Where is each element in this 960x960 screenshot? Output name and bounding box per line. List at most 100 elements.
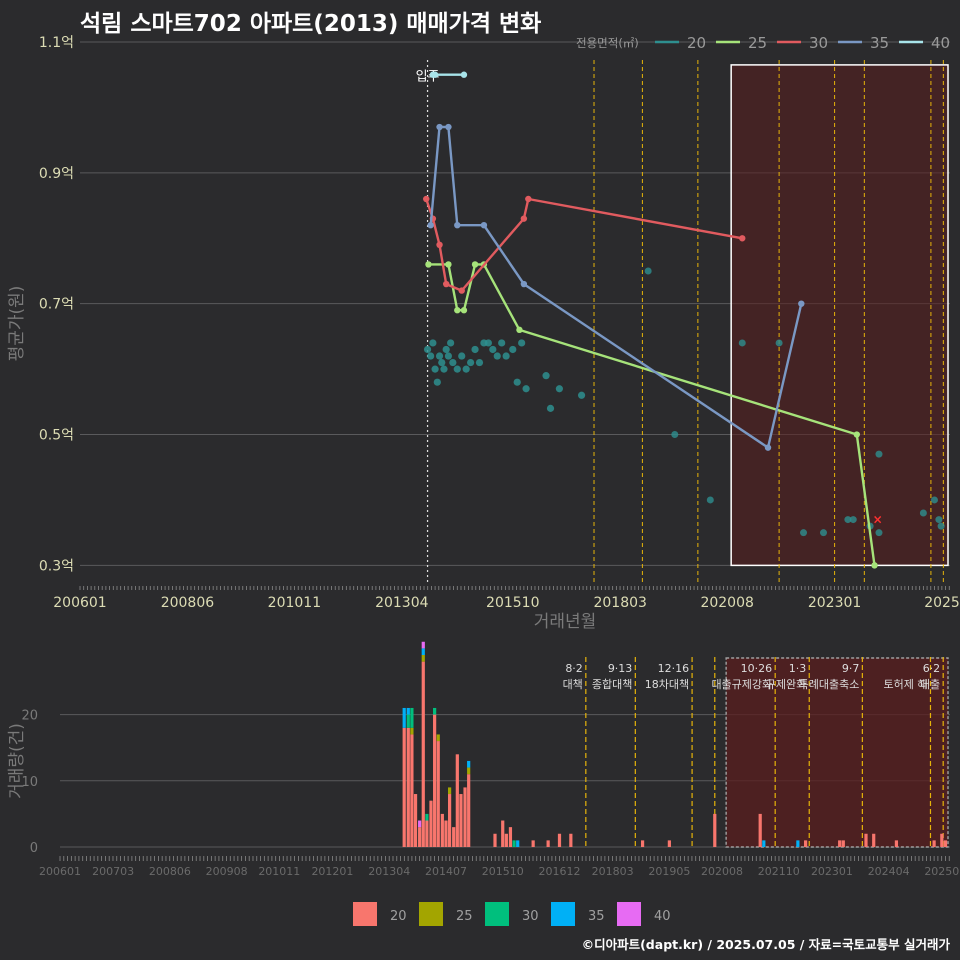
volume-bar-35 (421, 648, 425, 655)
scatter-point (775, 339, 783, 347)
volume-bar-20 (940, 833, 944, 847)
scatter-point (919, 509, 927, 517)
series-line-30 (425, 197, 743, 292)
scatter-point (875, 450, 883, 458)
series-point-25 (853, 431, 860, 438)
series-point-25 (460, 307, 468, 314)
bar-x-tick-label: 20250 (924, 865, 959, 878)
series-point-20 (475, 358, 484, 367)
volume-bar-20 (667, 840, 671, 847)
volume-bar-35 (796, 840, 800, 847)
series-point-20 (555, 385, 563, 393)
series-point-20 (577, 391, 586, 399)
legend-bar-label: 40 (654, 909, 671, 924)
volume-bar-30 (406, 714, 410, 728)
policy-date: 6·2 (923, 662, 941, 675)
y-tick-label: 0.5억 (39, 428, 74, 444)
volume-bar-30 (433, 707, 437, 715)
series-point-20 (449, 358, 457, 367)
series-point-40 (431, 71, 439, 78)
volume-bar-20 (440, 813, 444, 847)
scatter-point (644, 267, 652, 275)
volume-bar-20 (504, 833, 508, 847)
volume-bar-20 (758, 813, 762, 847)
credit-footer: ©디아파트(dapt.kr) / 2025.07.05 / 자료=국토교통부 실… (581, 937, 950, 952)
policy-label: 토허제 해 (883, 677, 927, 691)
volume-bar-25 (467, 767, 471, 775)
volume-bar-35 (402, 707, 406, 728)
legend-line-label: 25 (748, 34, 767, 52)
volume-bar-20 (418, 827, 422, 847)
legend-line-label: 30 (809, 34, 828, 52)
volume-bar-30 (425, 813, 429, 821)
bar-x-tick-label: 201304 (368, 865, 410, 878)
chart-title: 석림 스마트702 아파트(2013) 매매가격 변화 (80, 11, 542, 37)
volume-bar-20 (531, 840, 535, 847)
policy-label: 특례대출축소 (799, 678, 860, 691)
scatter-point (937, 522, 945, 530)
series-point-35 (436, 123, 443, 131)
volume-bar-20 (467, 774, 471, 847)
series-point-20 (513, 378, 521, 386)
volume-bar-20 (493, 833, 497, 847)
legend-bar-label: 30 (522, 909, 539, 924)
legend-bar-swatch (617, 902, 641, 926)
volume-bar-20 (557, 833, 562, 847)
x-tick-label: 202301 (808, 595, 861, 611)
series-point-25 (454, 307, 461, 314)
policy-date: 9·13 (608, 662, 633, 675)
volume-bar-20 (463, 787, 467, 847)
series-point-20 (440, 365, 448, 373)
y-tick-label: 0.3억 (39, 558, 74, 574)
scatter-point (935, 516, 943, 524)
volume-bar-40 (421, 641, 425, 649)
volume-bar-25 (421, 655, 425, 662)
volume-bar-20 (872, 833, 876, 847)
bar-x-tick-label: 200908 (206, 865, 248, 878)
series-point-20 (447, 339, 455, 347)
scatter-point (819, 529, 827, 537)
volume-bar-35 (406, 707, 410, 715)
series-point-20 (423, 345, 432, 354)
policy-label: 18차대책 (645, 678, 689, 691)
series-point-20 (509, 345, 517, 354)
bar-x-tick-label: 202008 (701, 865, 743, 878)
series-point-30 (458, 287, 465, 294)
x-tick-label: 2025 (924, 595, 960, 611)
x-tick-label: 201803 (593, 595, 646, 611)
bar-x-tick-label: 201201 (311, 865, 353, 878)
y-tick-label: 0.9억 (39, 166, 74, 182)
bar-x-tick-label: 201407 (425, 865, 467, 878)
y-tick-label: 0.7억 (39, 297, 74, 313)
series-point-30 (739, 235, 746, 242)
volume-bar-20 (932, 840, 936, 847)
highlight-region (730, 64, 949, 567)
series-point-20 (489, 345, 497, 354)
series-point-20 (462, 365, 470, 373)
scatter-point (875, 529, 883, 537)
series-point-20 (458, 352, 466, 360)
volume-bar-35 (467, 760, 471, 768)
legend-line-label: 35 (870, 34, 889, 52)
volume-bar-20 (459, 794, 463, 847)
volume-bar-20 (406, 727, 410, 847)
bar-x-tick-label: 201905 (648, 865, 690, 878)
bar-x-tick-label: 200703 (92, 865, 134, 878)
x-tick-label: 201304 (375, 595, 429, 611)
policy-date: 1·3 (789, 662, 807, 675)
volume-bar-20 (501, 820, 505, 847)
series-point-35 (764, 444, 772, 451)
scatter-point (844, 516, 852, 524)
policy-label: 대책 (563, 678, 583, 691)
legend-title: 전용면적(㎡) (576, 36, 639, 50)
series-point-30 (525, 195, 532, 203)
series-point-20 (429, 339, 437, 347)
volume-bar-20 (429, 800, 433, 847)
bar-y-axis-title: 거래량(건) (7, 723, 27, 799)
series-point-20 (546, 404, 555, 412)
policy-label: 대출 (920, 678, 940, 691)
legend-bar-label: 25 (456, 909, 473, 924)
bar-highlight-region (725, 657, 949, 848)
series-point-35 (798, 300, 805, 307)
bar-y-tick-label: 0 (30, 841, 38, 856)
